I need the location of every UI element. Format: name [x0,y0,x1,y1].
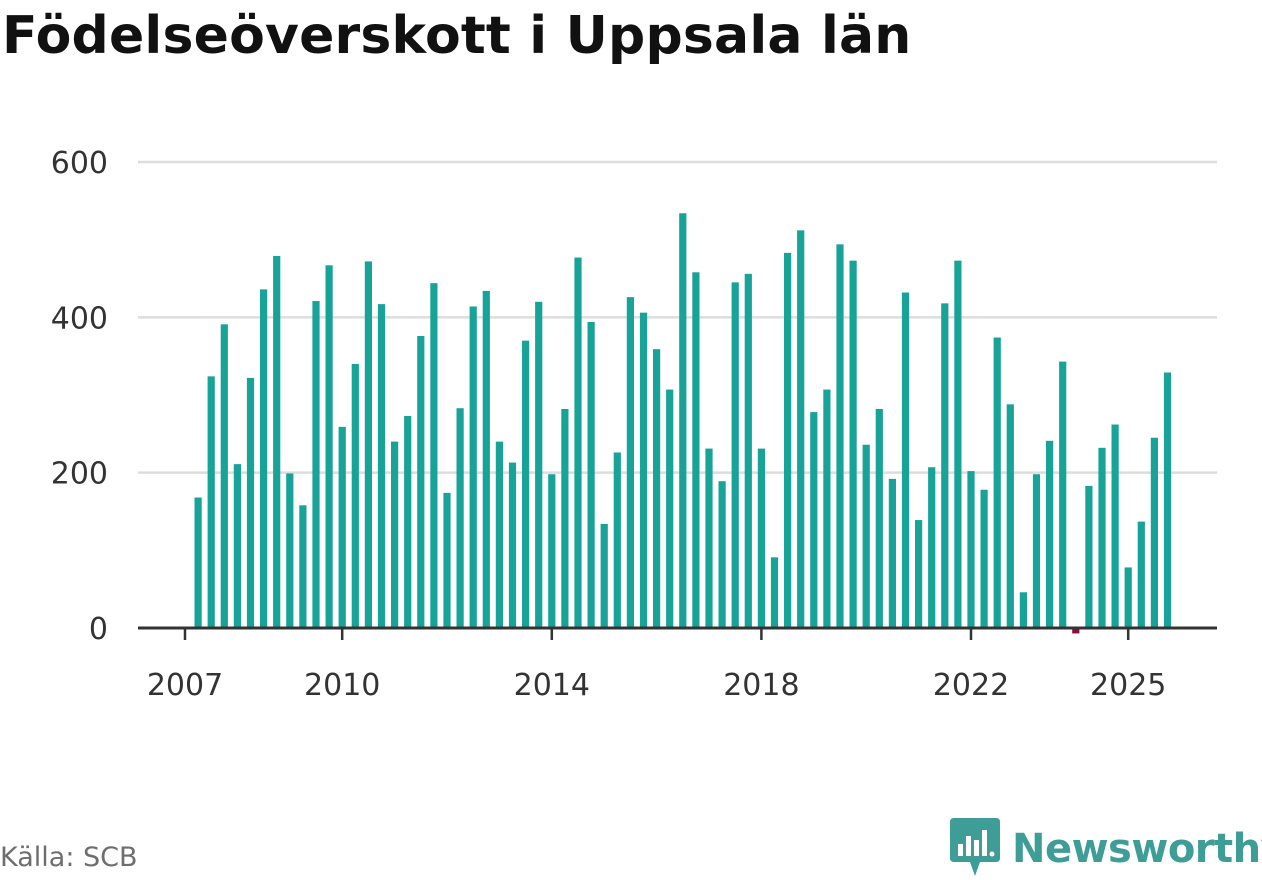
bar [666,389,674,628]
bar [482,290,490,628]
bar [1163,372,1172,628]
bar [888,478,896,628]
bar [770,557,779,628]
bar [823,389,831,628]
bar [1072,628,1080,634]
bar [901,292,910,628]
bar [443,492,451,628]
y-tick-label: 200 [51,457,108,492]
bar [260,289,268,628]
bar [430,283,438,628]
bar [469,306,477,628]
bar [705,448,713,628]
bar [495,441,503,628]
x-tick-label: 2007 [147,668,223,703]
gridlines [138,160,1217,474]
bar [535,301,543,628]
bar [548,474,556,628]
bar [1046,440,1054,628]
bar [522,340,530,628]
bar [273,255,281,629]
bar [286,473,294,628]
bar [1006,404,1014,628]
bar [967,471,975,628]
bar [351,363,359,628]
y-tick-label: 600 [51,146,108,181]
bar [404,415,412,628]
bar [784,252,792,628]
bar [312,301,320,628]
bar [299,505,307,628]
y-tick-label: 0 [89,612,108,647]
bar [1098,447,1106,628]
bar [679,213,687,628]
bar [377,304,386,628]
bar [1150,437,1158,628]
bar [993,337,1001,628]
x-tick-label: 2010 [304,668,380,703]
bar [875,408,883,628]
bar [1032,474,1041,628]
bar [836,244,844,628]
bar [639,312,648,628]
x-axis-ticks: 2007 2010 2014 2018 2022 2025 [147,628,1166,703]
bar [561,408,569,628]
y-axis-ticks: 0 200 400 600 [51,146,108,647]
source-note: Källa: SCB [0,842,138,873]
x-tick-label: 2018 [723,668,799,703]
bar [207,376,215,628]
bar [653,349,661,628]
bar [980,489,988,628]
bar [718,481,726,628]
bar [1111,424,1119,628]
bar [220,324,228,628]
bar [600,523,608,628]
bar [797,230,805,628]
bar [338,426,346,628]
bar [849,260,857,628]
bar [508,462,517,628]
bar [574,257,582,628]
bar [626,297,634,628]
x-tick-label: 2025 [1090,668,1166,703]
bar [613,452,621,628]
bar [928,467,936,628]
brand-logo[interactable]: Newsworthy [950,818,1262,880]
bar [862,444,870,628]
bar [692,272,700,628]
bar [941,303,949,628]
bar [194,497,202,628]
bar [744,273,752,628]
bar [1124,567,1132,628]
x-tick-label: 2022 [933,668,1009,703]
bar [810,412,818,628]
bar [456,408,464,628]
bar [417,335,425,628]
bar [731,282,739,628]
bars [194,213,1172,634]
bar [364,261,372,628]
y-tick-label: 400 [51,301,108,336]
bar [1059,361,1067,628]
bar [954,260,962,628]
bar [246,377,255,628]
bar [915,520,923,628]
brand-name: Newsworthy [1012,826,1262,872]
chart-title: Födelseöverskott i Uppsala län [2,6,912,66]
bar [325,265,333,628]
bar [233,464,241,628]
bar-chart: 0 200 400 600 2007 2010 2014 2018 2022 2025 [51,146,1217,703]
newsworthy-logo-icon [950,818,1000,876]
bar [1137,521,1145,628]
bar [1085,485,1093,628]
bar [1019,592,1027,628]
bar [587,321,595,628]
x-tick-label: 2014 [514,668,590,703]
bar [757,448,765,628]
bar [391,441,399,628]
